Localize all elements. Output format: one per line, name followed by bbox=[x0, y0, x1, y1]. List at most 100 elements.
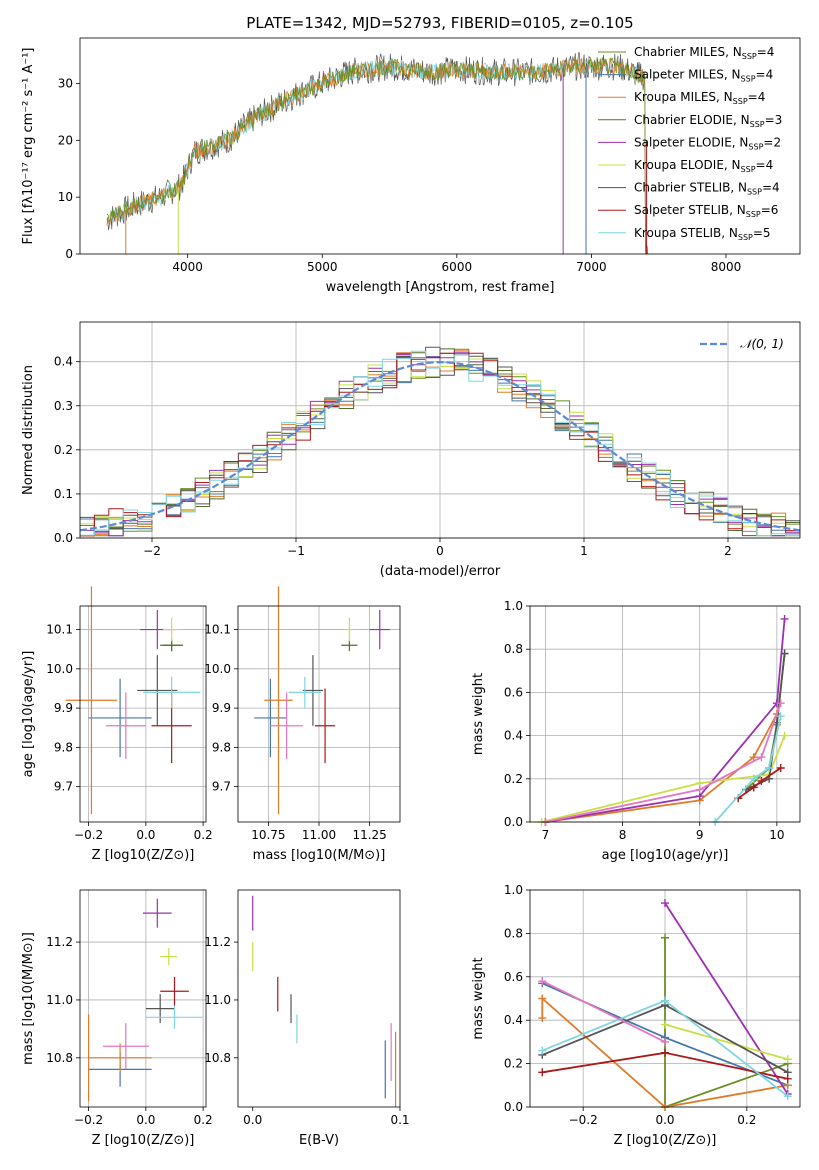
y-tick-label: 9.8 bbox=[54, 740, 73, 754]
x-tick-label: 8000 bbox=[711, 260, 742, 274]
x-tick-label: −2 bbox=[143, 544, 161, 558]
legend-subscript: SSP bbox=[748, 142, 763, 151]
y-axis-label: age [log10(age/yr)] bbox=[21, 651, 36, 778]
plus-marker bbox=[695, 785, 704, 794]
mass-weight-line bbox=[714, 716, 782, 823]
legend-count: =4 bbox=[762, 181, 780, 195]
spectrum-line bbox=[106, 57, 649, 254]
spectrum-line bbox=[106, 52, 649, 254]
plus-marker bbox=[749, 774, 758, 783]
x-tick-label: 0.2 bbox=[737, 1113, 756, 1127]
y-axis-label: mass weight bbox=[471, 957, 486, 1039]
plus-marker bbox=[661, 933, 669, 942]
axes-frame bbox=[237, 889, 401, 1108]
axes-frame bbox=[529, 605, 801, 823]
y-tick-label: 10.1 bbox=[204, 623, 231, 637]
plus-marker bbox=[776, 764, 785, 772]
x-tick-label: −0.2 bbox=[569, 1113, 598, 1127]
y-tick-label: 9.7 bbox=[54, 780, 73, 794]
legend-count: =3 bbox=[765, 113, 783, 127]
legend-label: Chabrier STELIB, NSSP=4 bbox=[634, 181, 780, 197]
plus-marker bbox=[765, 764, 774, 772]
legend-label: Chabrier MILES, NSSP=4 bbox=[634, 45, 774, 61]
x-tick-label: 0.0 bbox=[136, 1113, 155, 1127]
legend-count: =4 bbox=[756, 68, 774, 82]
axes-frame bbox=[529, 889, 801, 1108]
plus-marker bbox=[538, 1014, 547, 1023]
x-tick-label: 10.75 bbox=[251, 828, 285, 842]
y-tick-label: 9.8 bbox=[212, 740, 231, 754]
mass-weight-line bbox=[545, 702, 782, 823]
mass-weight-line bbox=[541, 980, 666, 1043]
age-vs-metallicity-panel: −0.2 0.0 0.2 9.7 9.8 9.9 10.0 10.1 Z [log10(Z/Z⊙… bbox=[21, 586, 213, 863]
mass-weight-vs-metallicity-panel: −0.2 0.0 0.2 0.0 0.2 0.4 0.6 0.8 1.0 Z [log10(Z/Z… bbox=[471, 883, 801, 1148]
x-tick-label: 8 bbox=[619, 828, 627, 842]
plus-marker bbox=[776, 712, 785, 721]
legend-label: Kroupa MILES, NSSP=4 bbox=[634, 90, 765, 106]
legend-subscript: SSP bbox=[742, 52, 757, 61]
x-axis-label: age [log10(age/yr)] bbox=[602, 848, 729, 863]
spectrum-line bbox=[106, 57, 649, 254]
x-tick-label: 5000 bbox=[307, 260, 338, 274]
spectrum-panel: 4000 5000 6000 7000 8000 0 10 20 30 wavelength [A… bbox=[21, 37, 801, 295]
mass-vs-metallicity-panel: −0.2 0.0 0.2 10.8 11.0 11.2 Z [log10(Z/Z⊙)] mas… bbox=[21, 889, 213, 1148]
x-axis-label: wavelength [Angstrom, rest frame] bbox=[326, 280, 555, 295]
plus-marker bbox=[757, 776, 766, 785]
legend-subscript: SSP bbox=[741, 165, 756, 174]
legend-count: =4 bbox=[757, 45, 775, 59]
legend-label: Kroupa STELIB, NSSP=5 bbox=[634, 226, 771, 242]
axes-frame bbox=[79, 37, 801, 255]
plus-marker bbox=[538, 977, 547, 986]
legend-label: Salpeter STELIB, NSSP=6 bbox=[634, 203, 778, 219]
plus-marker bbox=[783, 1092, 792, 1101]
x-axis-label: Z [log10(Z/Z⊙)] bbox=[614, 1133, 717, 1148]
legend: Chabrier MILES, NSSP=4 Salpeter MILES, NS… bbox=[598, 45, 782, 242]
y-tick-label: 11.2 bbox=[204, 935, 231, 949]
y-tick-label: 0.4 bbox=[504, 1013, 523, 1027]
y-tick-label: 10.0 bbox=[46, 662, 73, 676]
x-tick-label: −0.2 bbox=[74, 828, 103, 842]
x-axis-label: Z [log10(Z/Z⊙)] bbox=[92, 1133, 195, 1148]
legend-subscript: SSP bbox=[733, 97, 748, 106]
legend-label: Chabrier ELODIE, NSSP=3 bbox=[634, 113, 782, 129]
y-tick-label: 0.2 bbox=[54, 443, 73, 457]
y-tick-label: 11.2 bbox=[46, 935, 73, 949]
x-tick-label: 0.2 bbox=[194, 1113, 213, 1127]
y-tick-label: 10.0 bbox=[204, 662, 231, 676]
spectrum-line bbox=[106, 56, 649, 254]
y-axis-label: Flux [fλ10⁻¹⁷ erg cm⁻² s⁻¹ A⁻¹] bbox=[21, 48, 36, 245]
histogram-steps bbox=[80, 352, 800, 537]
x-tick-label: 11.25 bbox=[352, 828, 386, 842]
y-tick-label: 10 bbox=[58, 190, 73, 204]
mass-weight-line bbox=[664, 902, 789, 1095]
mass-weight-line bbox=[545, 713, 778, 823]
y-tick-label: 9.7 bbox=[212, 780, 231, 794]
plus-marker bbox=[661, 1048, 669, 1057]
y-tick-label: 9.9 bbox=[212, 701, 231, 715]
y-axis-label: mass weight bbox=[471, 673, 486, 755]
x-tick-label: 0.0 bbox=[243, 1113, 262, 1127]
x-tick-label: 7 bbox=[542, 828, 550, 842]
y-tick-label: 11.0 bbox=[46, 993, 73, 1007]
x-tick-label: 0 bbox=[436, 544, 444, 558]
plus-marker bbox=[780, 731, 789, 740]
x-axis-label: Z [log10(Z/Z⊙)] bbox=[92, 848, 195, 863]
plus-marker bbox=[661, 899, 669, 908]
legend-count: =5 bbox=[753, 226, 771, 240]
age-vs-mass-panel: 10.75 11.00 11.25 9.7 9.8 9.9 10.0 10.1 mass [lo… bbox=[204, 586, 401, 863]
legend-label: Kroupa ELODIE, NSSP=4 bbox=[634, 158, 773, 174]
mass-weight-line bbox=[541, 735, 786, 823]
plus-marker bbox=[538, 1046, 547, 1055]
y-tick-label: 0 bbox=[65, 247, 73, 261]
plus-marker bbox=[780, 649, 789, 658]
y-tick-label: 9.9 bbox=[54, 701, 73, 715]
y-tick-label: 0.1 bbox=[54, 487, 73, 501]
mass-weight-line bbox=[545, 618, 786, 823]
legend-subscript: SSP bbox=[738, 233, 753, 242]
legend-count: =4 bbox=[748, 90, 766, 104]
x-tick-label: 10 bbox=[769, 828, 784, 842]
y-tick-label: 0.2 bbox=[504, 772, 523, 786]
y-axis-label: mass [log10(M/M⊙)] bbox=[21, 932, 36, 1065]
mass-weight-line bbox=[541, 996, 788, 1108]
